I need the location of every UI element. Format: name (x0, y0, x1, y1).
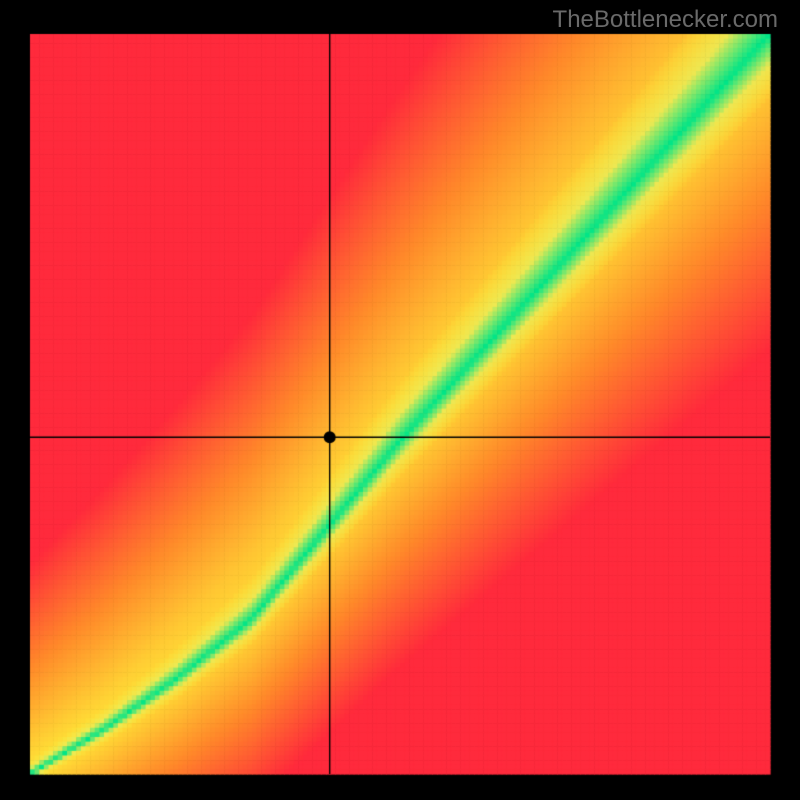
watermark-text: TheBottlenecker.com (553, 6, 778, 34)
heatmap-canvas (0, 0, 800, 800)
chart-container: { "watermark": { "text": "TheBottlenecke… (0, 0, 800, 800)
